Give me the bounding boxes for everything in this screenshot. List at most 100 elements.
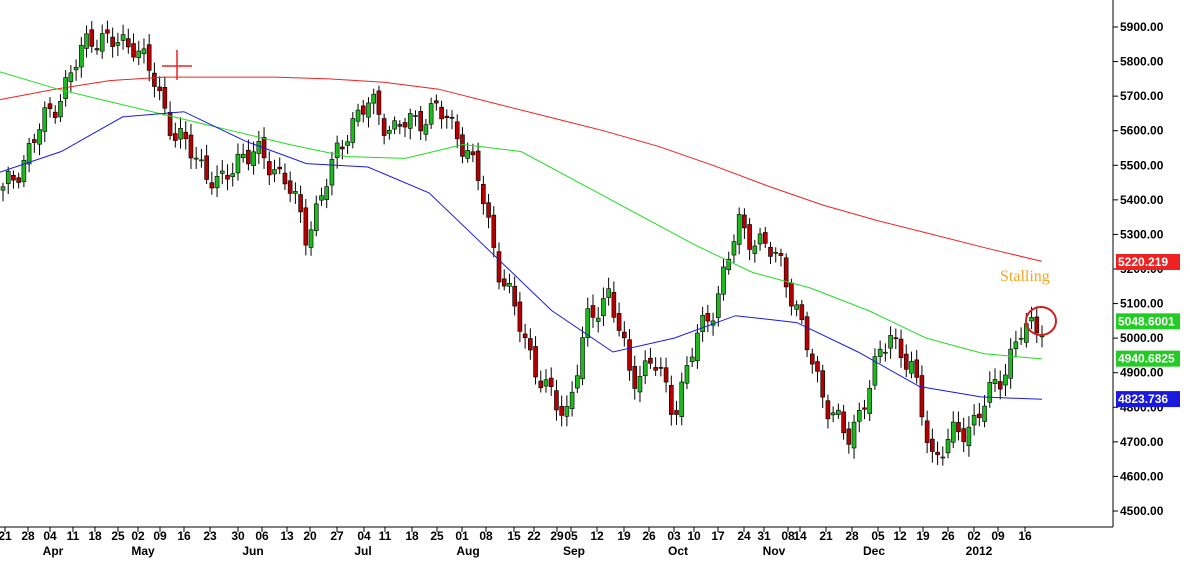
- x-tick-label: 04: [43, 529, 57, 543]
- candle-body: [872, 356, 878, 386]
- x-tick-label: 12: [590, 529, 604, 543]
- candle-body: [460, 134, 465, 157]
- candle-body: [689, 356, 695, 363]
- candle-body: [183, 131, 189, 140]
- candle-body: [37, 129, 42, 145]
- candle-body: [188, 134, 194, 159]
- candle-body: [663, 367, 669, 383]
- candle-body: [632, 366, 638, 389]
- candle-body: [742, 214, 747, 229]
- candle-body: [601, 298, 606, 317]
- candle-body: [575, 375, 580, 389]
- candle-body: [877, 348, 883, 357]
- candle-body: [674, 410, 679, 415]
- candle-body: [804, 316, 810, 351]
- candle-body: [73, 66, 79, 71]
- candle-body: [648, 357, 653, 364]
- candle-body: [595, 317, 601, 322]
- candle-body: [99, 33, 105, 52]
- moving-average-line: [0, 76, 1043, 262]
- candle-body: [543, 379, 549, 387]
- candle-body: [251, 151, 256, 167]
- candle-body: [862, 407, 867, 410]
- candle-body: [622, 331, 627, 339]
- candle-body: [141, 48, 147, 55]
- candle-body: [893, 337, 899, 340]
- candle-body: [345, 141, 350, 146]
- y-tick-label: 5100.00: [1120, 297, 1164, 311]
- x-tick-label: 10: [687, 529, 701, 543]
- candle-body: [392, 120, 397, 130]
- candle-body: [282, 172, 288, 185]
- candle-body: [89, 29, 95, 47]
- value-tag: [1116, 391, 1180, 408]
- candle-body: [977, 413, 982, 419]
- candle-body: [554, 390, 559, 411]
- candle-body: [397, 124, 403, 127]
- value-tag-label: 5048.6001: [1118, 314, 1175, 328]
- candle-body: [700, 315, 705, 332]
- x-tick-label: 22: [527, 529, 541, 543]
- candle-body: [679, 381, 685, 417]
- x-tick-label: 24: [737, 529, 751, 543]
- candle-body: [152, 72, 157, 87]
- candle-body: [115, 42, 121, 46]
- x-tick-label: 27: [330, 529, 344, 543]
- candle-body: [924, 420, 930, 443]
- candle-body: [146, 44, 152, 71]
- x-tick-label: 18: [88, 529, 102, 543]
- x-month-label: Nov: [763, 544, 786, 558]
- candle-body: [950, 421, 956, 443]
- value-tags: 5220.219 4940.6825 4823.736 5048.6001: [1116, 254, 1180, 408]
- value-tag: [1116, 313, 1180, 330]
- candle-body: [303, 207, 309, 246]
- candle-body: [84, 33, 89, 49]
- candle-body: [486, 202, 491, 218]
- candle-body: [820, 370, 826, 398]
- candles: [0, 20, 1045, 466]
- candle-body: [371, 93, 376, 104]
- x-tick-label: 16: [177, 529, 191, 543]
- candle-body: [167, 111, 173, 136]
- x-tick-label: 26: [642, 529, 656, 543]
- x-month-label: Aug: [456, 544, 479, 558]
- candle-body: [507, 283, 512, 287]
- candle-body: [465, 150, 470, 159]
- candle-body: [454, 121, 460, 140]
- candle-body: [1008, 348, 1013, 379]
- candle-body: [726, 258, 732, 271]
- candle-body: [538, 380, 544, 389]
- y-axis: 5900.00 5800.00 5700.00 5600.00 5500.00 5400.…: [1113, 20, 1164, 518]
- candle-body: [360, 105, 366, 115]
- x-month-label: Sep: [563, 544, 585, 558]
- candle-body: [387, 129, 392, 134]
- candle-body: [982, 405, 987, 422]
- candle-body: [21, 160, 27, 182]
- candle-body: [214, 176, 220, 189]
- candle-body: [809, 353, 815, 365]
- x-month-label: Dec: [863, 544, 885, 558]
- candle-body: [5, 170, 11, 184]
- candle-body: [945, 439, 951, 454]
- candle-body: [898, 338, 904, 359]
- candle-body: [287, 180, 293, 194]
- y-tick-label: 5900.00: [1120, 20, 1164, 34]
- candle-body: [209, 182, 215, 189]
- candle-body: [585, 308, 591, 338]
- candle-body: [110, 36, 115, 47]
- candle-body: [334, 142, 340, 158]
- value-tag-label: 4940.6825: [1118, 352, 1175, 366]
- candle-body: [867, 387, 873, 414]
- candle-body: [449, 116, 455, 119]
- candle-body: [313, 203, 319, 232]
- candle-body: [569, 391, 575, 410]
- candle-body: [199, 159, 204, 162]
- candle-body: [919, 375, 925, 418]
- x-tick-label: 20: [303, 529, 317, 543]
- candle-body: [997, 381, 1003, 390]
- candle-body: [136, 50, 142, 58]
- x-tick-label: 03: [667, 529, 681, 543]
- candle-body: [715, 293, 721, 318]
- candle-body: [1018, 337, 1024, 340]
- x-tick-label: 18: [405, 529, 419, 543]
